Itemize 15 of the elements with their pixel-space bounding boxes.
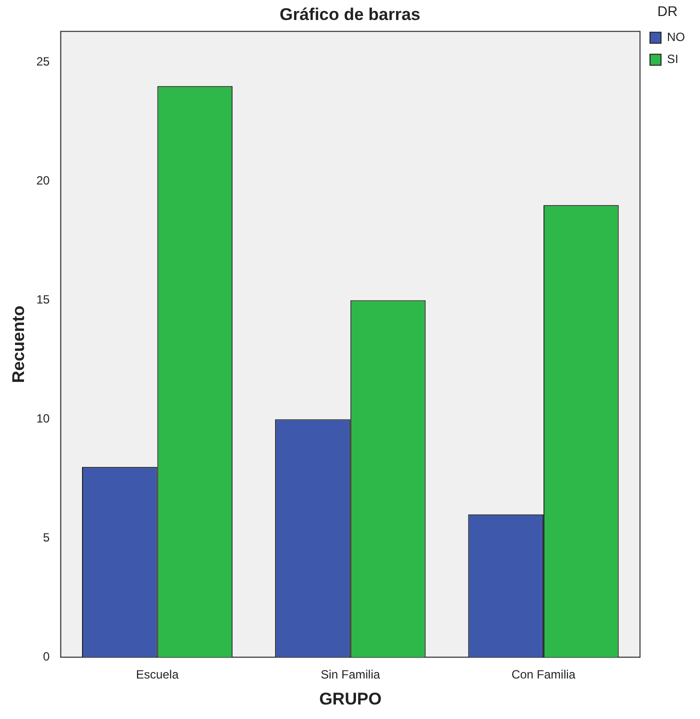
y-tick-label: 5 xyxy=(43,530,50,545)
y-tick-label: 10 xyxy=(36,412,50,426)
legend-label: SI xyxy=(667,52,678,66)
x-axis-title: GRUPO xyxy=(319,689,382,708)
y-tick-label: 0 xyxy=(43,650,50,664)
y-tick-label: 25 xyxy=(36,54,50,69)
x-tick-label: Sin Familia xyxy=(320,668,380,682)
y-tick-label: 15 xyxy=(36,292,50,307)
legend-title: DR xyxy=(657,2,678,19)
legend-label: NO xyxy=(667,30,685,44)
chart-title: Gráfico de barras xyxy=(280,4,420,24)
x-tick-label: Escuela xyxy=(136,668,179,682)
y-axis-title: Recuento xyxy=(8,306,28,384)
x-tick-label: Con Familia xyxy=(511,668,576,682)
y-tick-label: 20 xyxy=(36,174,50,188)
